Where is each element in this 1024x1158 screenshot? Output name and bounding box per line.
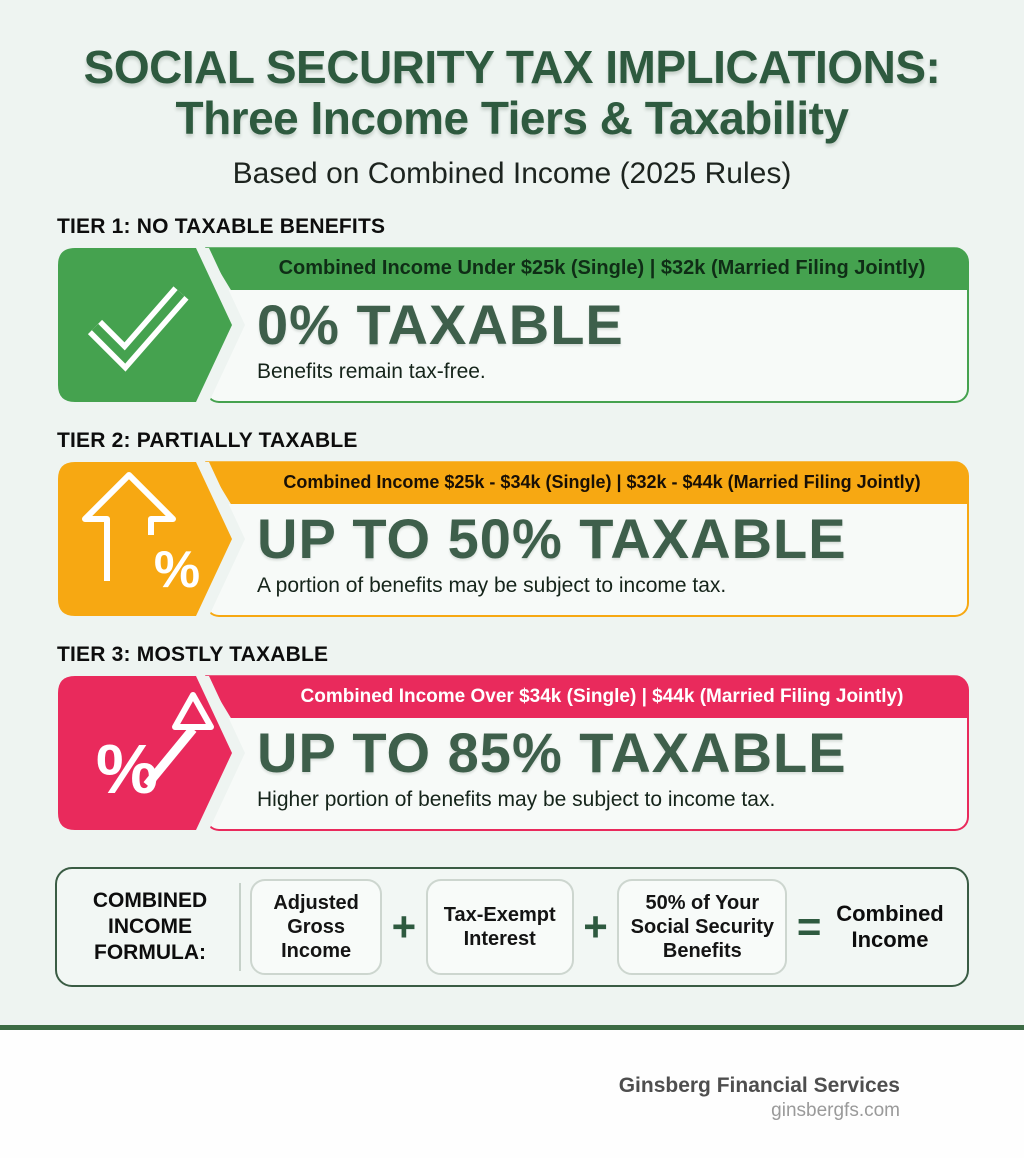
- percent-up-arrow-icon: %: [82, 472, 200, 599]
- tier3-band: Combined Income Over $34k (Single) | $44…: [205, 675, 969, 719]
- infographic-main: SOCIAL SECURITY TAX IMPLICATIONS: Three …: [0, 0, 1024, 1026]
- tier1-body: 0% TAXABLE Benefits remain tax-free.: [205, 290, 969, 404]
- tier2-badge-shape: %: [58, 462, 245, 617]
- equals-sign: =: [796, 903, 822, 951]
- tier1-subtext: Benefits remain tax-free.: [257, 360, 486, 384]
- tier3-section: TIER 3: MOSTLY TAXABLE % Combined Income…: [55, 643, 969, 832]
- tier1-section: TIER 1: NO TAXABLE BENEFITS Combined Inc…: [55, 215, 969, 404]
- tier2-body: UP TO 50% TAXABLE A portion of benefits …: [205, 504, 969, 618]
- formula-item-tax-exempt: Tax-Exempt Interest: [425, 879, 574, 976]
- tier3-subtext: Higher portion of benefits may be subjec…: [257, 788, 776, 812]
- formula-item-agi: Adjusted Gross Income: [250, 879, 383, 976]
- footer-company-name: Ginsberg Financial Services: [618, 1074, 900, 1098]
- combined-income-formula-panel: COMBINED INCOME FORMULA: Adjusted Gross …: [55, 867, 969, 988]
- tier3-card: % Combined Income Over $34k (Single) | $…: [55, 675, 969, 832]
- formula-item-ss-benefits: 50% of Your Social Security Benefits: [617, 879, 788, 976]
- tier3-band-wrap: Combined Income Over $34k (Single) | $44…: [205, 675, 969, 719]
- tier1-heading: 0% TAXABLE: [257, 293, 624, 357]
- tier3-heading: UP TO 85% TAXABLE: [257, 721, 847, 785]
- formula-divider-line: [238, 883, 241, 972]
- formula-label: COMBINED INCOME FORMULA:: [92, 888, 208, 965]
- tier1-badge-shape: [58, 248, 245, 403]
- tier2-heading: UP TO 50% TAXABLE: [257, 507, 847, 571]
- tier1-band-wrap: Combined Income Under $25k (Single) | $3…: [205, 247, 969, 291]
- percent-rising-arrow-icon: %: [96, 692, 214, 808]
- page-title-line1: SOCIAL SECURITY TAX IMPLICATIONS:: [83, 41, 941, 93]
- plus-sign: +: [391, 903, 417, 951]
- footer-divider-line: [0, 1025, 1024, 1031]
- footer: Ginsberg Financial Services ginsbergfs.c…: [0, 1030, 1024, 1158]
- tier3-body: UP TO 85% TAXABLE Higher portion of bene…: [205, 718, 969, 832]
- checkmark-icon: [87, 286, 189, 372]
- svg-text:%: %: [96, 730, 158, 808]
- plus-sign: +: [583, 903, 608, 951]
- tier2-band: Combined Income $25k - $34k (Single) | $…: [205, 461, 969, 505]
- page-title-line2: Three Income Tiers & Taxability: [175, 91, 849, 144]
- tier2-section: TIER 2: PARTIALLY TAXABLE % Combined Inc…: [55, 429, 969, 618]
- tier1-band: Combined Income Under $25k (Single) | $3…: [205, 247, 969, 291]
- tier2-subtext: A portion of benefits may be subject to …: [257, 574, 727, 598]
- tier2-label: TIER 2: PARTIALLY TAXABLE: [57, 429, 358, 453]
- page-title: SOCIAL SECURITY TAX IMPLICATIONS: Three …: [55, 42, 969, 143]
- tier3-badge-shape: %: [58, 676, 245, 831]
- formula-result: Combined Income: [836, 900, 944, 953]
- svg-text:%: %: [154, 541, 200, 599]
- tier2-card: % Combined Income $25k - $34k (Single) |…: [55, 461, 969, 618]
- tier3-label: TIER 3: MOSTLY TAXABLE: [57, 643, 329, 667]
- tier1-label: TIER 1: NO TAXABLE BENEFITS: [57, 215, 386, 239]
- tier2-band-wrap: Combined Income $25k - $34k (Single) | $…: [205, 461, 969, 505]
- page-subtitle: Based on Combined Income (2025 Rules): [232, 157, 792, 191]
- footer-website: ginsbergfs.com: [771, 1100, 900, 1122]
- tier1-card: Combined Income Under $25k (Single) | $3…: [55, 247, 969, 404]
